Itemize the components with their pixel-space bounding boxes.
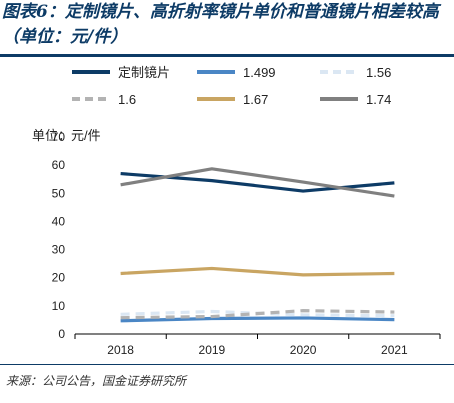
series-line-3	[120, 309, 395, 320]
unit-label: 单位：元/件	[32, 128, 101, 143]
legend-label: 1.74	[366, 92, 391, 107]
figure-title: 图表6：定制镜片、高折射率镜片单价和普通镜片相差较高（单位：元/件）	[2, 2, 439, 47]
legend-label: 1.67	[243, 92, 268, 107]
y-tick-label: 50	[52, 186, 66, 200]
legend-label: 1.56	[366, 65, 391, 80]
series-line-5	[120, 167, 395, 198]
title-divider	[0, 54, 454, 57]
y-tick-label: 0	[58, 327, 65, 341]
legend-label: 定制镜片	[118, 65, 170, 80]
y-tick-label: 20	[52, 271, 66, 285]
x-tick-label: 2018	[107, 343, 134, 357]
x-tick-label: 2019	[199, 343, 226, 357]
series-line-4	[120, 266, 395, 277]
y-tick-label: 60	[52, 158, 66, 172]
legend-label: 1.6	[118, 92, 136, 107]
x-tick-label: 2021	[381, 343, 408, 357]
y-tick-label: 70	[52, 130, 66, 144]
series-line-1	[120, 316, 395, 323]
x-tick-label: 2020	[290, 343, 317, 357]
source-note: 来源：公司公告，国金证券研究所	[6, 374, 187, 388]
chart-axes: 0 10 20 30 40 50 60 70 2018 2019 2020 2021	[52, 130, 441, 357]
y-tick-label: 30	[52, 243, 66, 257]
y-tick-label: 10	[52, 299, 66, 313]
source-divider	[0, 364, 454, 365]
legend-label: 1.499	[243, 65, 276, 80]
chart-series	[120, 167, 395, 323]
chart-legend: 定制镜片 1.499 1.56 1.6 1.67 1.74	[72, 65, 391, 107]
y-tick-label: 40	[52, 214, 66, 228]
